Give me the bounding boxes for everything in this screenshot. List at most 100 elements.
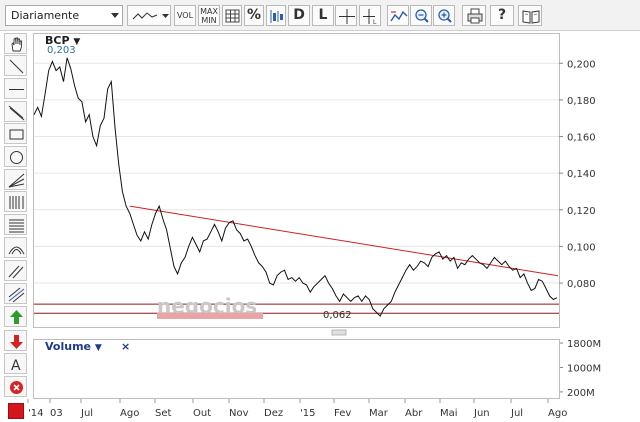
arrow-down-icon: [10, 335, 23, 349]
x-tick-label: '15: [300, 408, 315, 419]
hand-icon: [11, 37, 22, 52]
arc-icon: [8, 246, 25, 255]
printer-icon: [467, 8, 483, 24]
crosshair-value-icon: L: [363, 9, 377, 26]
zoom-chart-icon: [390, 10, 408, 22]
chart-type-select[interactable]: [127, 5, 171, 26]
candles-button[interactable]: [266, 5, 286, 26]
x-tick-label: Jul: [510, 408, 523, 419]
rectangle-tool[interactable]: [4, 123, 27, 144]
pitchfork-icon: [8, 287, 25, 303]
x-tick-label: '14: [28, 408, 43, 419]
grid-button[interactable]: [222, 5, 242, 26]
horizontal-line-tool[interactable]: [4, 78, 27, 99]
d-button[interactable]: D: [288, 5, 310, 26]
color-swatch[interactable]: [8, 403, 24, 419]
x-tick-label: Mar: [369, 408, 389, 419]
rectangle-icon: [9, 129, 24, 140]
ticker-select[interactable]: BCP ▼: [45, 34, 80, 47]
y-tick-label: 0,180: [567, 96, 596, 107]
volume-tick-label: 200M: [567, 388, 595, 399]
diagonal-line-icon: [9, 59, 24, 74]
min-value-label: 0,062: [323, 310, 352, 321]
chevron-down-icon: [111, 13, 119, 18]
move-up-tool[interactable]: [4, 306, 27, 327]
delete-tool[interactable]: [4, 376, 27, 397]
x-tick-label: Nov: [229, 408, 249, 419]
percent-button[interactable]: %: [244, 5, 264, 26]
percent-button-label: %: [246, 7, 262, 23]
y-tick-label: 0,100: [567, 242, 596, 253]
trendline-tool[interactable]: [4, 55, 27, 76]
volume-close-icon[interactable]: ×: [121, 340, 131, 353]
volume-tick-label: 1800M: [567, 339, 601, 350]
x-tick-label: 03: [50, 408, 63, 419]
parallel-lines-icon: [8, 265, 24, 279]
watermark-bar: [157, 313, 263, 319]
fan-lines-icon: [8, 173, 25, 188]
volume-label: Volume: [45, 340, 91, 353]
volume-button-label: VOL: [176, 11, 194, 20]
crosshair-value-button[interactable]: L: [359, 5, 381, 26]
x-tick-label: Fev: [334, 408, 351, 419]
channel-icon: [8, 105, 25, 121]
volume-arrow-icon: ▼: [94, 343, 102, 353]
y-tick-label: 0,200: [567, 59, 596, 70]
book-button[interactable]: [518, 5, 542, 26]
ellipse-tool[interactable]: [4, 146, 27, 167]
ticker-arrow-icon: ▼: [73, 37, 81, 47]
y-tick-label: 0,160: [567, 133, 596, 144]
hand-tool[interactable]: [4, 33, 27, 54]
volume-button[interactable]: VOL: [174, 5, 196, 26]
crosshair-button[interactable]: [335, 5, 357, 26]
parallel-tool[interactable]: [4, 260, 27, 281]
volume-select[interactable]: Volume ▼: [45, 340, 102, 353]
zoom-reset-button[interactable]: [387, 5, 409, 26]
zoom-in-button[interactable]: [433, 5, 455, 26]
x-tick-label: Ago: [120, 408, 139, 419]
channel-tool[interactable]: [4, 101, 27, 122]
last-value: 0,203: [47, 45, 76, 56]
maxmin-line2: MIN: [201, 16, 217, 25]
print-button[interactable]: [462, 5, 486, 26]
move-down-tool[interactable]: [4, 330, 27, 351]
period-select[interactable]: Diariamente: [5, 5, 123, 26]
delete-icon: [10, 381, 23, 394]
y-tick-label: 0,080: [567, 279, 596, 290]
y-tick-label: 0,140: [567, 169, 596, 180]
fan-tool[interactable]: [4, 169, 27, 190]
panel-resize-handle: [331, 329, 347, 336]
price-chart-area[interactable]: [33, 33, 560, 328]
x-tick-label: Set: [155, 408, 172, 419]
drawing-tools: A: [4, 33, 27, 422]
volume-tick-label: 1000M: [567, 363, 601, 374]
l-button[interactable]: L: [312, 5, 334, 26]
zoom-in-icon: [438, 9, 452, 23]
x-tick-label: Abr: [405, 408, 423, 419]
period-select-value: Diariamente: [11, 9, 80, 22]
crosshair-icon: [339, 9, 355, 24]
vertical-lines-icon: [9, 196, 24, 209]
help-button[interactable]: ?: [490, 5, 514, 26]
svg-text:A: A: [11, 358, 21, 374]
arrow-up-icon: [10, 310, 23, 324]
y-tick-label: 0,120: [567, 206, 596, 217]
volume-panel[interactable]: [33, 339, 560, 399]
candlestick-icon: [270, 10, 283, 23]
x-tick-label: Out: [193, 408, 211, 419]
pitchfork-tool[interactable]: [4, 283, 27, 304]
retracement-tool[interactable]: [4, 214, 27, 235]
chart-toolbar: Diariamente VOL MAX MIN % D L: [0, 0, 640, 31]
zoom-out-button[interactable]: [410, 5, 432, 26]
maxmin-button[interactable]: MAX MIN: [198, 5, 220, 26]
d-button-label: D: [293, 7, 305, 23]
fibonacci-tool[interactable]: [4, 191, 27, 212]
arc-tool[interactable]: [4, 237, 27, 258]
text-tool[interactable]: A: [4, 353, 27, 374]
x-tick-label: Dez: [264, 408, 283, 419]
book-icon: [522, 10, 540, 24]
circle-icon: [10, 151, 23, 164]
svg-text:L: L: [373, 19, 377, 26]
ticker-label: BCP: [45, 34, 70, 47]
help-button-label: ?: [497, 7, 507, 23]
